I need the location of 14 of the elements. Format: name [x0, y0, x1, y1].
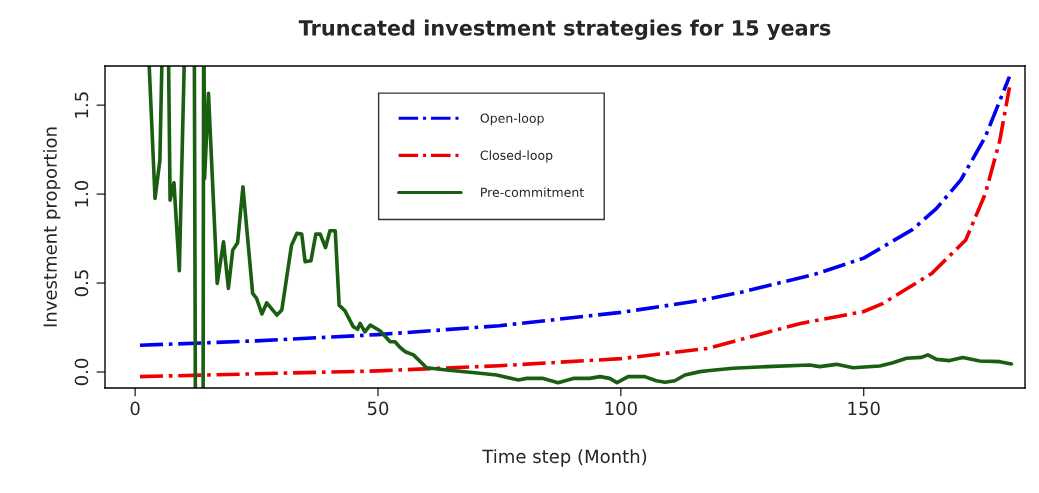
x-tick-label: 50 — [367, 401, 389, 416]
x-tick-label: 0 — [130, 401, 140, 416]
y-tick-label: 1.0 — [74, 180, 89, 207]
y-tick-label: 0.0 — [74, 358, 89, 386]
legend-label: Closed-loop — [480, 150, 553, 163]
y-tick-label: 1.5 — [74, 92, 89, 118]
y-axis-title: Investment proportion — [42, 127, 61, 327]
legend-label: Pre-commitment — [481, 187, 584, 198]
x-tick-label: 150 — [848, 401, 880, 416]
x-axis-title: Time step (Month) — [482, 449, 647, 467]
x-tick-label: 100 — [605, 401, 637, 416]
legend-label: Open-loop — [480, 113, 544, 126]
y-tick-label: 0.5 — [74, 270, 89, 297]
chart-title: Truncated investment strategies for 15 years — [298, 19, 831, 40]
